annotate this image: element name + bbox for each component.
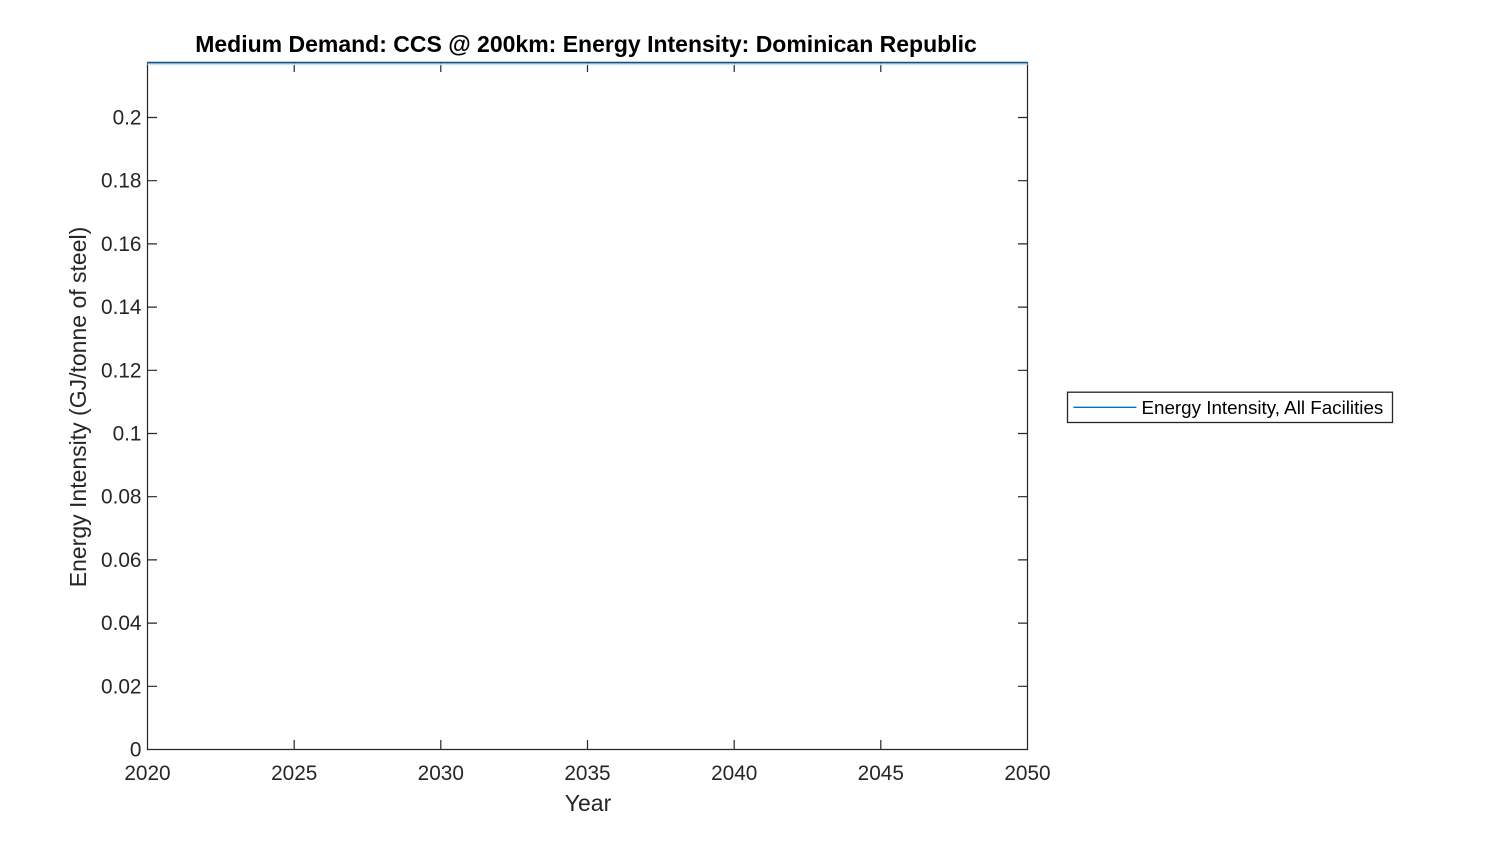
svg-text:0.04: 0.04 xyxy=(101,612,141,635)
svg-text:2035: 2035 xyxy=(564,762,610,785)
svg-text:0.16: 0.16 xyxy=(101,233,141,256)
svg-text:0.02: 0.02 xyxy=(101,675,141,698)
svg-text:2030: 2030 xyxy=(418,762,464,785)
svg-text:0: 0 xyxy=(130,739,142,762)
svg-text:Energy Intensity, All Faciliti: Energy Intensity, All Facilities xyxy=(1142,397,1384,418)
svg-text:0.06: 0.06 xyxy=(101,549,141,572)
svg-text:Year: Year xyxy=(565,790,612,816)
svg-text:2045: 2045 xyxy=(858,762,904,785)
svg-text:2050: 2050 xyxy=(1004,762,1050,785)
svg-text:Medium Demand: CCS @ 200km: En: Medium Demand: CCS @ 200km: Energy Inten… xyxy=(195,31,977,57)
svg-text:0.18: 0.18 xyxy=(101,170,141,193)
svg-text:2025: 2025 xyxy=(271,762,317,785)
svg-text:2040: 2040 xyxy=(711,762,757,785)
svg-text:0.2: 0.2 xyxy=(113,107,142,130)
svg-text:0.08: 0.08 xyxy=(101,486,141,509)
svg-text:2020: 2020 xyxy=(124,762,170,785)
svg-text:0.1: 0.1 xyxy=(113,423,142,446)
svg-text:0.14: 0.14 xyxy=(101,296,141,319)
svg-text:Energy Intensity (GJ/tonne of: Energy Intensity (GJ/tonne of steel) xyxy=(65,227,91,588)
svg-text:0.12: 0.12 xyxy=(101,359,141,382)
